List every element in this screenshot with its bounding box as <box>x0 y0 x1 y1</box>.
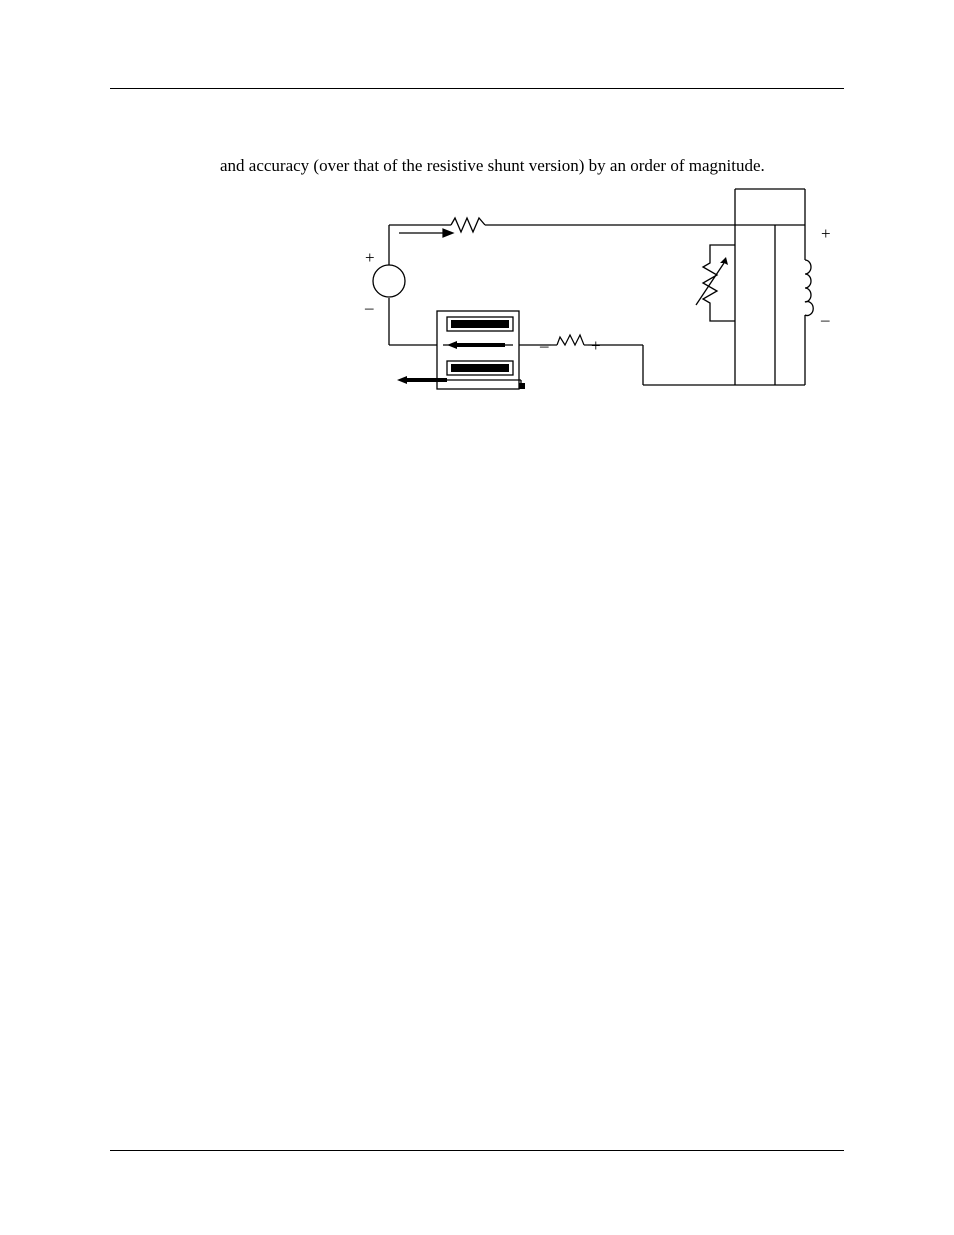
right-plus: + <box>821 224 831 243</box>
inner-plus: + <box>591 336 601 355</box>
body-paragraph: and accuracy (over that of the resistive… <box>220 155 839 178</box>
right-minus: – <box>820 310 830 329</box>
bottom-rule <box>110 1150 844 1151</box>
page: and accuracy (over that of the resistive… <box>0 0 954 1235</box>
circuit-figure: + – + – – + <box>335 185 835 415</box>
left-plus: + <box>365 248 375 267</box>
circuit-svg: + – + – – + <box>335 185 835 415</box>
inner-minus: – <box>539 336 549 355</box>
left-minus: – <box>364 298 374 317</box>
top-rule <box>110 88 844 89</box>
